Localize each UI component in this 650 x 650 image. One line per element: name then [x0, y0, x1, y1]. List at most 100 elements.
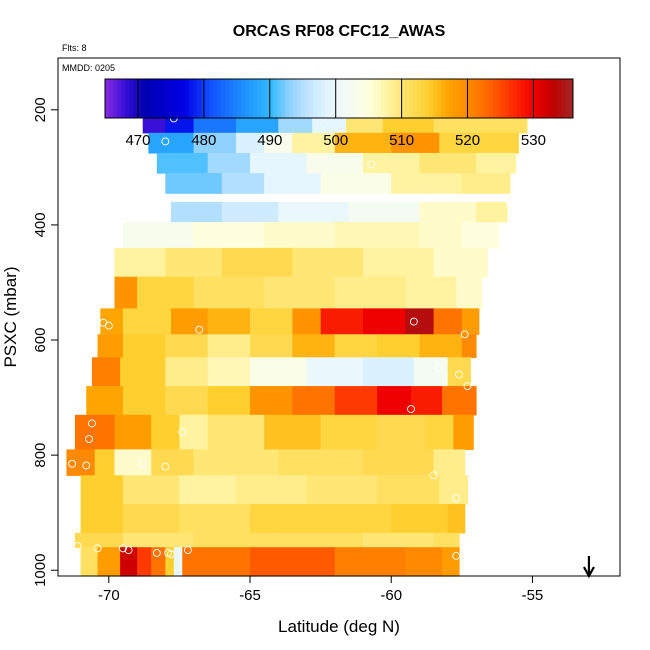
heat-cell [475, 152, 517, 174]
heat-cell [264, 222, 336, 249]
heat-cell [320, 414, 378, 450]
colorbar-cell [453, 79, 458, 118]
heat-cell [250, 334, 293, 358]
heat-cell [320, 173, 392, 194]
colorbar-cell [249, 79, 254, 118]
colorbar-cell [125, 79, 130, 118]
heat-cell [461, 222, 500, 249]
heat-cell [419, 152, 477, 174]
heat-cell [94, 449, 116, 476]
colorbar-cell [473, 79, 478, 118]
colorbar-tick-label: 480 [191, 132, 216, 149]
sample-point [435, 363, 444, 372]
sample-point [73, 542, 82, 551]
colorbar-cell [297, 79, 302, 118]
colorbar-cell [337, 79, 342, 118]
colorbar-cell [345, 79, 350, 118]
colorbar-cell [165, 79, 170, 118]
colorbar-cell [541, 79, 546, 118]
date-note: MMDD: 0205 [62, 63, 115, 73]
colorbar-cell [449, 79, 454, 118]
heat-cell [193, 276, 265, 309]
colorbar-cell [529, 79, 534, 118]
heat-cell [250, 504, 322, 534]
colorbar-cell [373, 79, 378, 118]
colorbar-tick-label: 510 [389, 132, 414, 149]
colorbar-cell [397, 79, 402, 118]
heat-cell [461, 334, 477, 358]
colorbar-cell [361, 79, 366, 118]
heat-cell [97, 547, 121, 577]
heat-cell [391, 173, 463, 194]
heat-cell [419, 201, 477, 223]
colorbar-cell [569, 79, 574, 118]
sample-point [68, 459, 77, 468]
colorbar-cell [141, 79, 146, 118]
sample-point [455, 370, 463, 379]
heat-cell [264, 132, 293, 154]
sample-point [407, 405, 415, 414]
heat-cell [334, 386, 378, 416]
heat-cell [439, 475, 469, 505]
x-tick-label: -70 [98, 587, 120, 604]
colorbar-cell [497, 79, 502, 118]
heat-cell [278, 532, 364, 548]
heat-cell [122, 532, 195, 548]
colorbar-cell [205, 79, 210, 118]
heat-cell [250, 308, 293, 335]
heat-cell [114, 247, 166, 278]
sample-point [87, 419, 96, 428]
sample-point [367, 160, 376, 169]
colorbar-cell [445, 79, 450, 118]
colorbar-cell [177, 79, 182, 118]
colorbar: 470 480 490 500 510 520 530 [104, 78, 574, 149]
colorbar-cell [305, 79, 310, 118]
colorbar-cell [109, 79, 114, 118]
sample-point [82, 461, 91, 470]
colorbar-cell [217, 79, 222, 118]
heat-cell [165, 386, 209, 416]
sample-point [167, 550, 175, 559]
colorbar-cell [157, 79, 162, 118]
heat-cell [179, 504, 251, 534]
heat-cell [292, 386, 336, 416]
colorbar-cell [189, 79, 194, 118]
heat-cell [334, 334, 378, 358]
heat-cell [80, 547, 99, 577]
sample-point [463, 382, 472, 391]
colorbar-cell [257, 79, 262, 118]
heat-cell [207, 308, 251, 335]
heat-cell [405, 547, 443, 577]
heat-cell [122, 308, 172, 335]
heat-cell [292, 334, 336, 358]
heat-cell [278, 201, 350, 223]
heat-cell [306, 357, 364, 387]
heat-cell [74, 532, 124, 548]
colorbar-cell [353, 79, 358, 118]
sample-point [118, 544, 127, 553]
colorbar-cell [349, 79, 354, 118]
colorbar-cell [173, 79, 178, 118]
colorbar-cell [253, 79, 258, 118]
colorbar-cell [149, 79, 154, 118]
colorbar-cell [385, 79, 390, 118]
heatmap-cells [66, 98, 536, 577]
colorbar-cell [357, 79, 362, 118]
heat-cell [91, 357, 121, 387]
heat-cell [86, 386, 124, 416]
heat-cell [66, 449, 96, 476]
heat-cell [447, 357, 471, 387]
heat-cell [442, 386, 477, 416]
heat-cell [179, 414, 209, 450]
colorbar-cell [213, 79, 218, 118]
heat-cell [456, 276, 483, 309]
x-tick-label: -65 [239, 587, 261, 604]
heat-cell [80, 504, 124, 534]
colorbar-cell [537, 79, 542, 118]
heat-cell [433, 308, 463, 335]
y-axis: 200 400 600 800 1000 [32, 97, 58, 587]
heat-cell [173, 547, 183, 577]
colorbar-tick-label: 500 [323, 132, 348, 149]
sample-point [429, 471, 438, 480]
heat-cell [235, 475, 308, 505]
